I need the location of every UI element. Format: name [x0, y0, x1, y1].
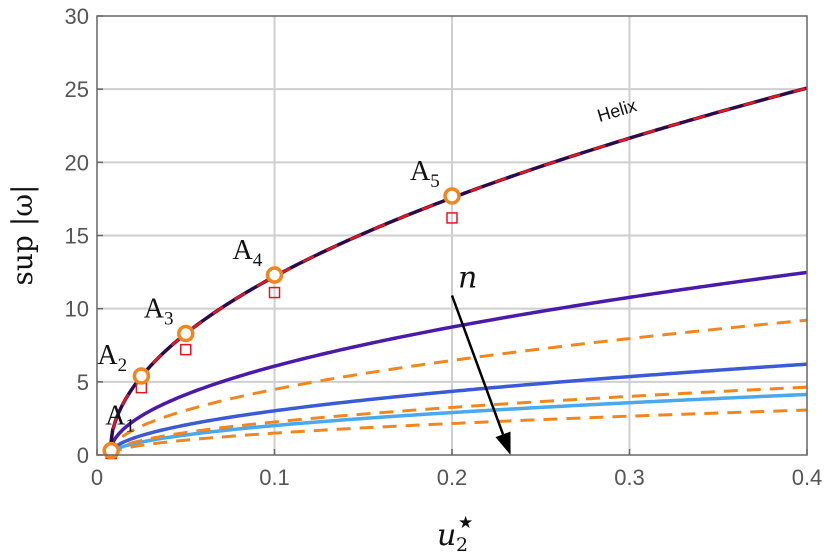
circle-marker-5 — [443, 187, 461, 205]
helix-label: Helix — [595, 95, 639, 126]
square-marker-5 — [446, 212, 458, 224]
y-tick-label-3: 15 — [65, 224, 89, 249]
arrow-head — [495, 431, 511, 455]
point-label-subscript: 1 — [125, 416, 135, 437]
series-line-curve-2 — [107, 270, 808, 456]
x-tick-label-0: 0 — [91, 465, 103, 490]
x-axis-label: u ★ 2 — [437, 513, 473, 556]
x-axis-label-main: u — [437, 518, 456, 553]
series-line-curve-7 — [108, 408, 808, 457]
series-line-curve-6 — [108, 392, 808, 457]
point-label-5: A5 — [410, 156, 440, 192]
y-tick-label-6: 30 — [65, 4, 89, 29]
square-marker-4 — [268, 286, 281, 299]
point-label-letter: A — [233, 235, 254, 266]
markers — [102, 187, 461, 460]
point-label-letter: A — [97, 340, 118, 371]
point-label-1: A1 — [105, 401, 135, 437]
x-tick-label-3: 0.3 — [614, 465, 645, 490]
x-tick-label-4: 0.4 — [792, 465, 823, 490]
circle-marker-4 — [265, 266, 284, 284]
y-tick-label-4: 20 — [65, 150, 89, 175]
circle-marker-2 — [132, 367, 151, 385]
series-line-curve-5 — [108, 385, 808, 456]
circle-marker-1 — [102, 441, 120, 460]
y-tick-label-0: 0 — [77, 443, 89, 468]
y-axis-label: sup |ω| — [6, 185, 39, 286]
point-label-subscript: 4 — [253, 250, 263, 271]
series-line-curve-4 — [107, 362, 808, 456]
point-label-subscript: 5 — [430, 171, 440, 192]
x-tick-label-1: 0.1 — [259, 465, 290, 490]
point-label-letter: A — [410, 156, 431, 187]
y-tick-label-5: 25 — [65, 77, 89, 102]
square-marker-3 — [180, 343, 192, 356]
point-label-4: A4 — [233, 235, 263, 271]
point-label-subscript: 2 — [118, 355, 128, 376]
point-label-letter: A — [144, 294, 165, 325]
y-tick-label-1: 5 — [77, 370, 89, 395]
x-tick-label-2: 0.2 — [437, 465, 468, 490]
grid — [97, 16, 807, 455]
series-line-curve-3 — [108, 318, 808, 456]
curves — [107, 86, 808, 457]
point-label-2: A2 — [97, 340, 127, 376]
circle-marker-3 — [177, 324, 195, 343]
point-label-letter: A — [105, 401, 126, 432]
point-label-subscript: 3 — [164, 309, 174, 330]
arrow-shaft — [450, 295, 505, 435]
x-axis-label-sup: ★ — [458, 513, 473, 533]
point-label-3: A3 — [144, 294, 174, 330]
y-tick-label-2: 10 — [65, 297, 89, 322]
arrow-label-n: n — [458, 260, 477, 295]
x-axis-label-sub: 2 — [456, 534, 468, 556]
n-arrow: n — [450, 260, 511, 455]
